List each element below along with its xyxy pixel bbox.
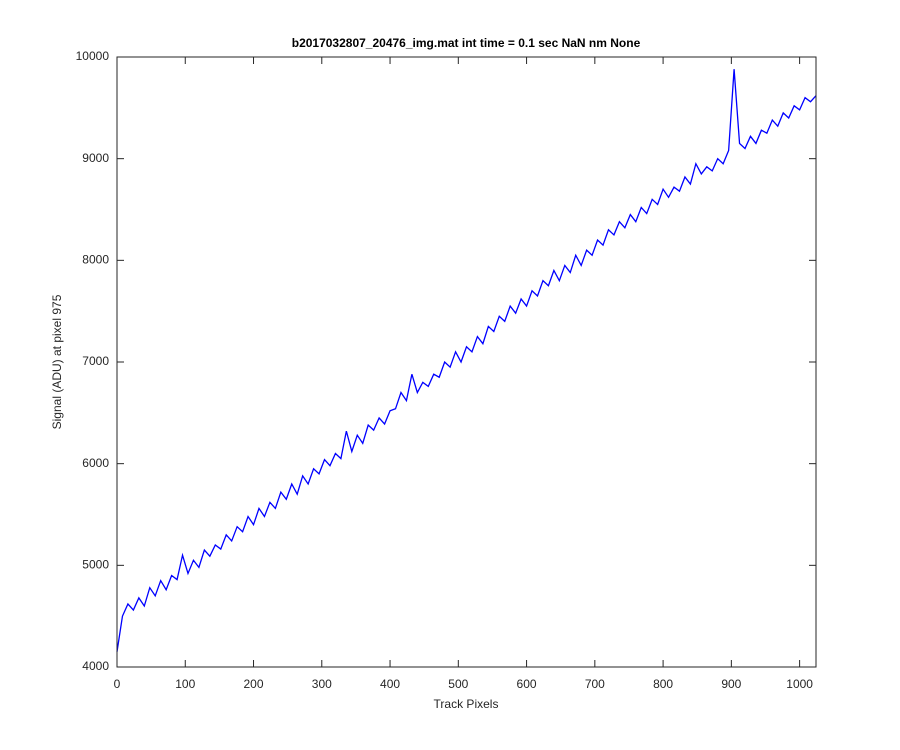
x-tick-label: 400: [380, 677, 400, 691]
y-axis-label: Signal (ADU) at pixel 975: [50, 294, 64, 429]
x-tick-label: 1000: [786, 677, 813, 691]
x-tick-label: 900: [721, 677, 741, 691]
y-tick-label: 4000: [82, 659, 109, 673]
y-tick-label: 8000: [82, 253, 109, 267]
x-tick-label: 800: [653, 677, 673, 691]
x-axis-label: Track Pixels: [434, 697, 499, 711]
x-tick-label: 200: [244, 677, 264, 691]
x-tick-label: 600: [517, 677, 537, 691]
x-tick-label: 300: [312, 677, 332, 691]
x-tick-label: 0: [114, 677, 121, 691]
y-tick-label: 7000: [82, 354, 109, 368]
y-tick-label: 6000: [82, 456, 109, 470]
x-tick-label: 500: [448, 677, 468, 691]
chart-title: b2017032807_20476_img.mat int time = 0.1…: [292, 36, 641, 50]
data-line: [116, 69, 817, 652]
y-tick-label: 9000: [82, 151, 109, 165]
y-tick-label: 5000: [82, 558, 109, 572]
y-tick-label: 10000: [76, 49, 110, 63]
x-tick-label: 700: [585, 677, 605, 691]
x-tick-label: 100: [175, 677, 195, 691]
